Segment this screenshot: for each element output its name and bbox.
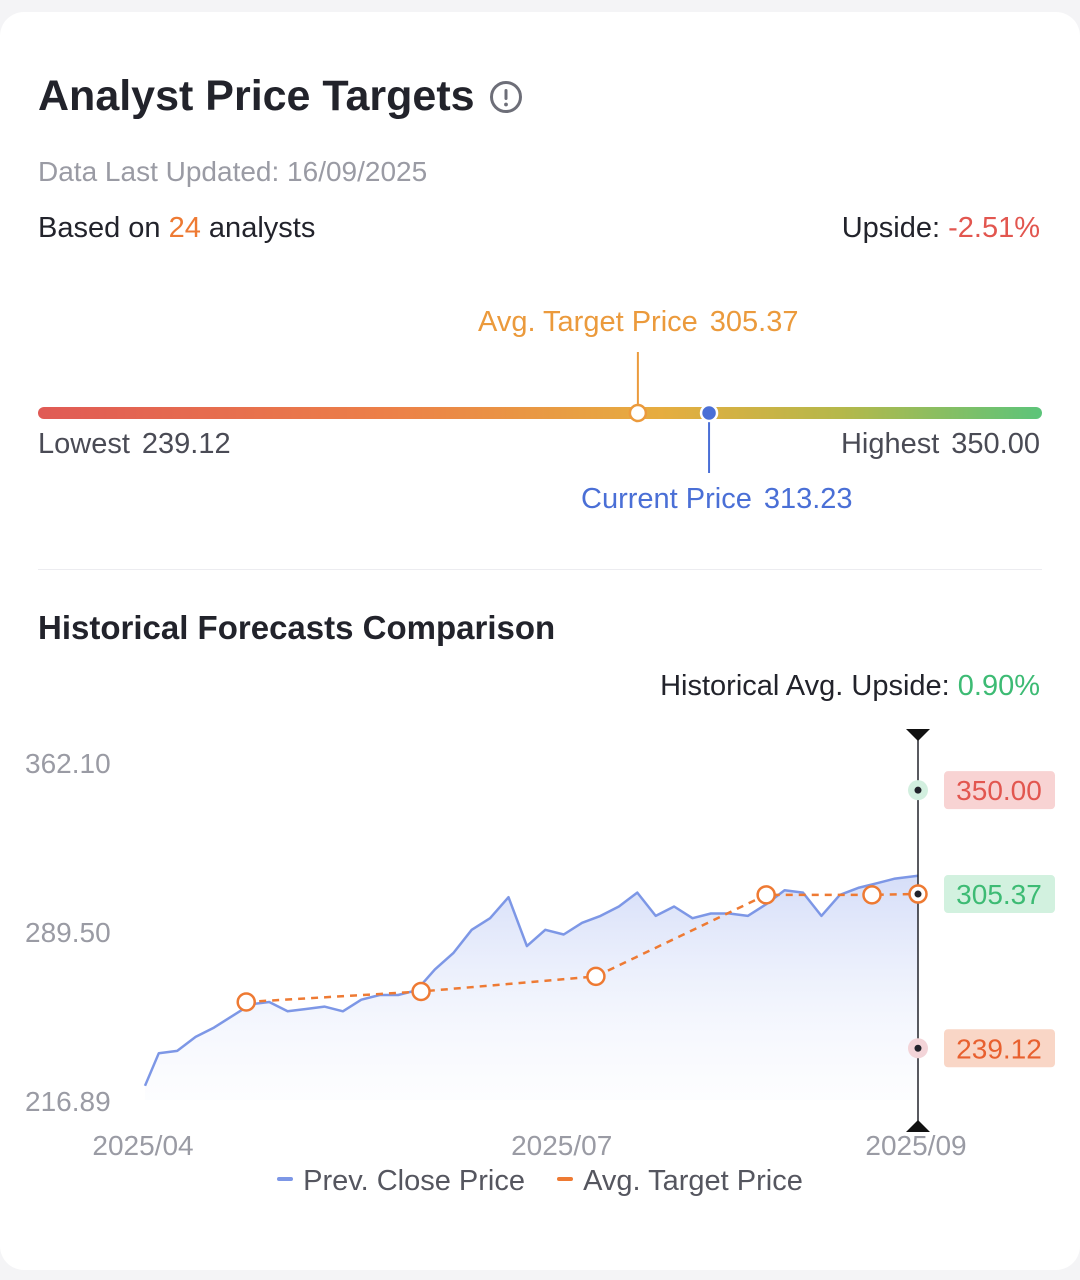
based-on-suffix: analysts [200,212,316,244]
analyst-count: 24 [168,212,201,244]
marker-label-text: 239.12 [956,1033,1042,1064]
x-tick-label: 2025/09 [865,1130,966,1161]
lowest-text: Lowest [38,428,130,460]
cursor-top-arrow [906,729,930,741]
legend-prev-close-label: Prev. Close Price [303,1165,526,1197]
cursor-bottom-arrow [906,1120,930,1132]
upside-label: Upside: [841,212,949,244]
current-price-value: 313.23 [763,483,853,515]
section-title: Historical Forecasts Comparison [38,609,556,646]
x-tick-label: 2025/07 [511,1130,612,1161]
marker-label-text: 350.00 [956,775,1042,806]
legend-swatch-close [277,1177,294,1182]
last-updated-text: Data Last Updated: 16/09/2025 [38,156,427,188]
price-range-bar [38,352,1042,473]
avg-target-value: 305.37 [709,306,799,338]
highest-label: Highest 350.00 [841,428,1040,461]
current-price-marker [699,403,719,423]
marker-label-box [944,875,1055,914]
page-title: Analyst Price Targets [38,72,475,120]
chart-legend: Prev. Close Price Avg. Target Price [0,1165,1080,1198]
updated-prefix: Data Last Updated: [38,156,288,187]
based-on-prefix: Based on [38,212,169,244]
avg-target-point [756,885,776,905]
legend-swatch-target [557,1177,574,1182]
legend-avg-target[interactable]: Avg. Target Price [557,1165,803,1198]
close-price-area [145,875,918,1100]
current-price-label: Current Price 313.23 [581,483,853,516]
y-tick-label: 289.50 [25,917,111,948]
marker-label-text: 305.37 [956,879,1042,910]
legend-avg-target-label: Avg. Target Price [583,1165,803,1197]
current-price-text: Current Price [581,483,752,515]
avg-target-text: Avg. Target Price [478,306,698,338]
cursor-marker-dot [914,786,922,794]
avg-target-point [411,981,431,1002]
avg-target-point [586,966,606,987]
marker-label-box [944,1029,1055,1068]
lowest-value: 239.12 [141,428,231,460]
historical-upside-value: 0.90% [957,670,1040,702]
lowest-label: Lowest 239.12 [38,428,231,461]
upside-value: -2.51% [948,212,1040,244]
avg-target-marker [628,403,648,423]
upside-text: Upside: -2.51% [842,212,1040,245]
info-circle-icon[interactable] [489,80,523,114]
y-tick-label: 216.89 [25,1086,111,1117]
highest-value: 350.00 [951,428,1040,460]
section-divider [38,569,1042,570]
avg-target-point [862,885,882,905]
historical-upside-label: Historical Avg. Upside: [660,670,958,702]
highest-text: Highest [840,428,940,460]
historical-upside-text: Historical Avg. Upside: 0.90% [660,670,1040,703]
legend-prev-close[interactable]: Prev. Close Price [277,1165,525,1198]
x-tick-label: 2025/04 [92,1130,193,1161]
y-tick-label: 362.10 [25,748,111,779]
range-track [38,407,1042,419]
analyst-count-text: Based on 24 analysts [38,212,315,245]
cursor-marker-dot [914,1044,922,1052]
avg-target-label: Avg. Target Price 305.37 [478,306,798,339]
cursor-marker-dot [914,890,922,898]
avg-target-point [236,992,256,1012]
marker-label-box [944,771,1055,810]
close-price-line [143,874,919,1087]
updated-date: 16/09/2025 [287,156,428,187]
